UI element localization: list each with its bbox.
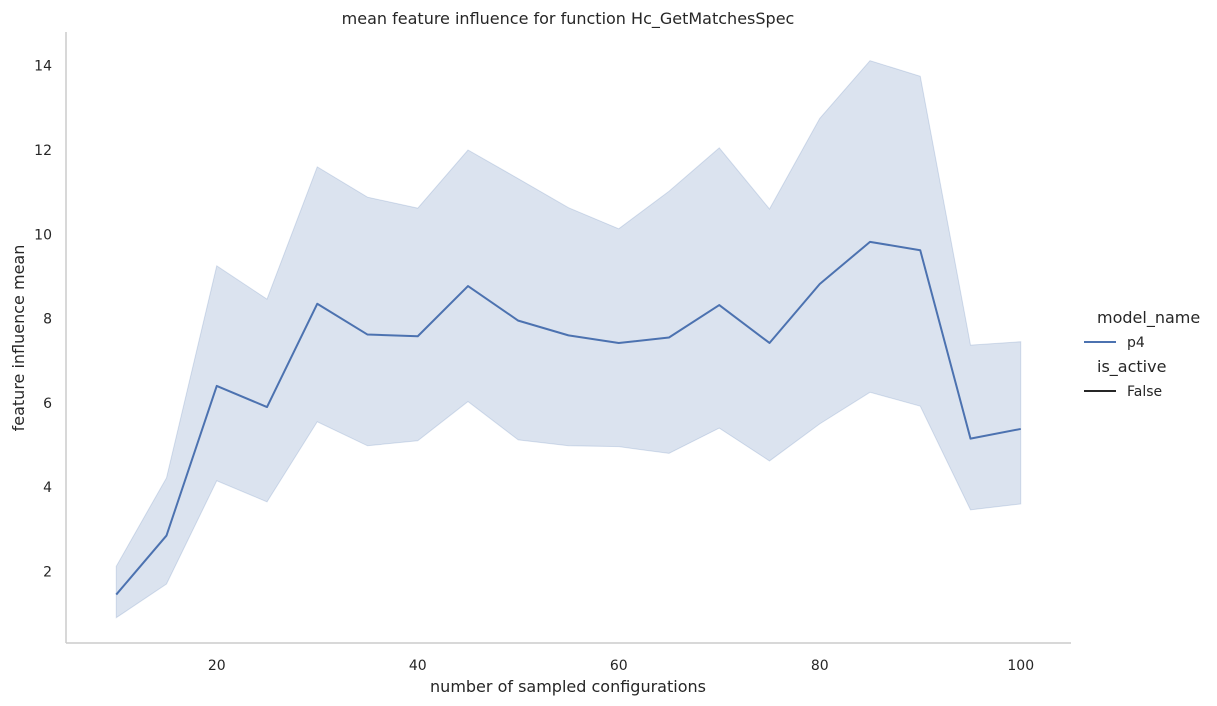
legend-entry-label: p4 [1127, 335, 1145, 351]
y-axis: 2 4 6 8 10 12 14 [34, 32, 67, 643]
y-tick-label: 12 [34, 143, 52, 159]
x-axis: 20 40 60 80 100 [66, 642, 1071, 674]
series-line-p4 [115, 240, 1021, 596]
x-tick-label: 80 [811, 658, 829, 674]
legend-entry-label: False [1127, 384, 1162, 400]
x-tick-label: 60 [610, 658, 628, 674]
chart-title: mean feature influence for function Hc_G… [342, 9, 795, 29]
x-tick-label: 20 [208, 658, 226, 674]
y-tick-label: 6 [43, 396, 52, 412]
legend: model_name p4 is_active False [1084, 308, 1200, 400]
y-tick-label: 4 [43, 480, 52, 496]
y-tick-label: 14 [34, 59, 52, 75]
y-axis-label: feature influence mean [9, 245, 28, 432]
y-tick-label: 8 [43, 312, 52, 328]
legend-title: model_name [1097, 308, 1200, 328]
y-tick-label: 10 [34, 227, 52, 243]
confidence-band-p4 [115, 60, 1022, 619]
legend-title: is_active [1097, 357, 1166, 377]
x-axis-label: number of sampled configurations [430, 677, 706, 696]
y-tick-label: 2 [43, 564, 52, 580]
plot-area [115, 60, 1022, 619]
x-tick-label: 40 [409, 658, 427, 674]
x-tick-label: 100 [1007, 658, 1034, 674]
